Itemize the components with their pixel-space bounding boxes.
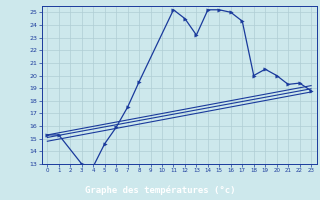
Text: Graphe des températures (°c): Graphe des températures (°c): [85, 186, 235, 195]
